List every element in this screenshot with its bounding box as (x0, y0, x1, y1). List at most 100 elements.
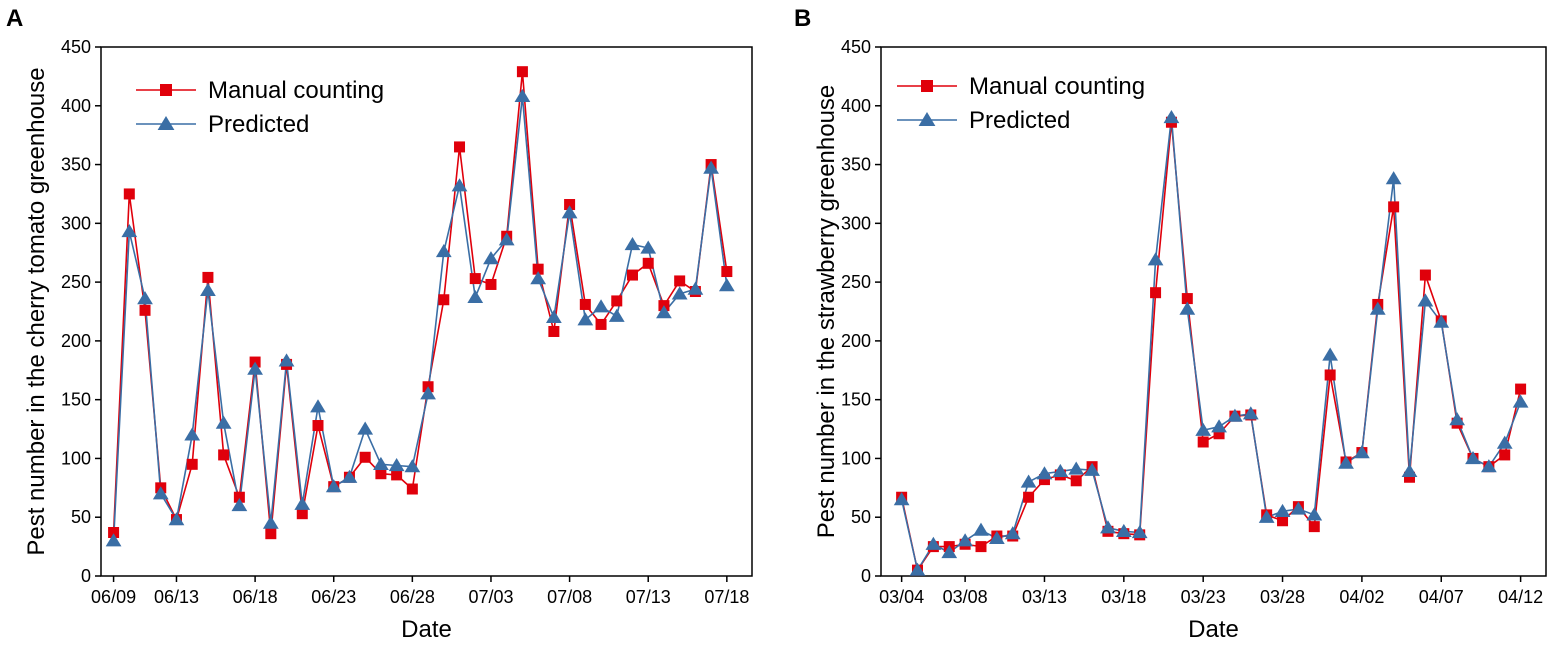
legend-manual-marker (921, 80, 933, 92)
predicted-point (137, 291, 153, 305)
y-tick-label: 450 (61, 37, 91, 57)
predicted-point (404, 459, 421, 473)
manual-counting-point (123, 188, 135, 200)
manual-counting-point (375, 468, 387, 480)
predicted-point (1115, 523, 1132, 537)
panel-b-plot-frame (880, 46, 1547, 577)
predicted-point (1465, 450, 1481, 465)
manual-counting-point (721, 266, 733, 278)
manual-counting-point (626, 269, 638, 281)
predicted-point (231, 497, 248, 512)
y-tick-label: 50 (851, 507, 871, 527)
manual-counting-point (674, 275, 686, 287)
manual-counting-point (1070, 475, 1082, 487)
manual-counting-point (186, 458, 198, 470)
x-tick-label: 03/18 (1101, 587, 1146, 607)
predicted-point (435, 244, 452, 258)
manual-counting-point (469, 273, 481, 285)
predicted-point (656, 305, 672, 319)
manual-counting-line (112, 70, 728, 535)
manual-counting-point (1197, 436, 1209, 448)
x-tick-label: 06/13 (154, 587, 199, 607)
predicted-point (1195, 422, 1212, 436)
x-tick-label: 07/08 (547, 587, 592, 607)
y-tick-label: 350 (841, 155, 871, 175)
manual-counting-point (1277, 515, 1289, 527)
y-tick-label: 200 (61, 331, 91, 351)
predicted-point (262, 515, 279, 529)
manual-counting-point (579, 298, 591, 310)
predicted-point (1369, 301, 1386, 315)
panel-b-y-axis: 0 50 100 150 200 250 300 350 400 450 (841, 37, 881, 586)
legend-manual-label: Manual counting (208, 77, 384, 104)
predicted-point (545, 309, 562, 324)
x-tick-label: 03/13 (1022, 587, 1067, 607)
predicted-point (1433, 314, 1450, 328)
predicted-point (1512, 394, 1529, 408)
predicted-point (498, 232, 515, 246)
manual-counting-point (108, 527, 120, 539)
manual-counting-point (1499, 449, 1511, 461)
manual-counting-point (564, 199, 576, 211)
predicted-point (957, 533, 973, 547)
predicted-point (988, 530, 1005, 545)
x-tick-label: 03/08 (943, 587, 988, 607)
predicted-point (1052, 463, 1069, 478)
manual-counting-point (1023, 491, 1035, 503)
predicted-point (310, 399, 326, 413)
y-tick-label: 450 (841, 37, 871, 57)
panel-b-series (893, 110, 1529, 576)
manual-counting-point (1404, 471, 1416, 483)
x-tick-label: 07/18 (704, 587, 749, 607)
y-tick-label: 50 (71, 507, 91, 527)
predicted-point (278, 353, 295, 367)
predicted-point (687, 281, 704, 295)
manual-counting-point (1308, 521, 1320, 533)
y-tick-label: 0 (81, 566, 91, 586)
predicted-point (325, 479, 342, 493)
predicted-point (152, 486, 169, 500)
predicted-point (184, 427, 201, 441)
panel-a-y-axis: 0 50 100 150 200 250 300 350 400 450 (61, 37, 101, 586)
predicted-point (1068, 461, 1085, 475)
panel-a-legend: Manual counting Predicted (136, 77, 384, 138)
manual-counting-point (642, 257, 654, 269)
y-tick-label: 150 (61, 390, 91, 410)
manual-counting-point (312, 420, 324, 432)
y-tick-label: 250 (61, 272, 91, 292)
predicted-point (420, 386, 436, 400)
panel-a-x-axis: 06/09 06/13 06/18 06/23 06/28 07/03 07/08 07/13… (91, 576, 749, 607)
manual-counting-point (611, 295, 623, 307)
predicted-point (357, 421, 374, 435)
legend-manual-marker (160, 84, 172, 96)
y-tick-label: 0 (861, 566, 871, 586)
manual-counting-point (1515, 383, 1527, 395)
legend-predicted-marker (918, 112, 936, 126)
panel-a-y-axis-title: Pest number in the cherry tomato greenho… (23, 67, 50, 555)
predicted-point (1004, 526, 1021, 540)
predicted-point (1354, 445, 1370, 459)
legend-predicted-label: Predicted (208, 111, 309, 138)
x-tick-label: 03/23 (1181, 587, 1226, 607)
manual-counting-point (406, 483, 418, 495)
predicted-line (900, 116, 1522, 571)
y-tick-label: 200 (841, 331, 871, 351)
manual-counting-point (1038, 474, 1050, 486)
x-tick-label: 07/03 (468, 587, 513, 607)
y-tick-label: 350 (61, 155, 91, 175)
x-tick-label: 03/28 (1260, 587, 1305, 607)
predicted-point (1100, 520, 1116, 534)
manual-counting-point (438, 294, 450, 306)
panel-a-label: A (6, 5, 23, 32)
panel-a-plot-frame (100, 46, 753, 577)
predicted-point (1449, 412, 1465, 426)
predicted-point (593, 299, 609, 313)
predicted-point (703, 160, 719, 174)
predicted-point (1227, 408, 1243, 422)
y-tick-label: 150 (841, 390, 871, 410)
manual-counting-point (516, 66, 528, 78)
predicted-point (640, 240, 657, 254)
predicted-point (1274, 503, 1291, 517)
y-tick-label: 100 (841, 448, 871, 468)
predicted-point (1322, 347, 1339, 361)
